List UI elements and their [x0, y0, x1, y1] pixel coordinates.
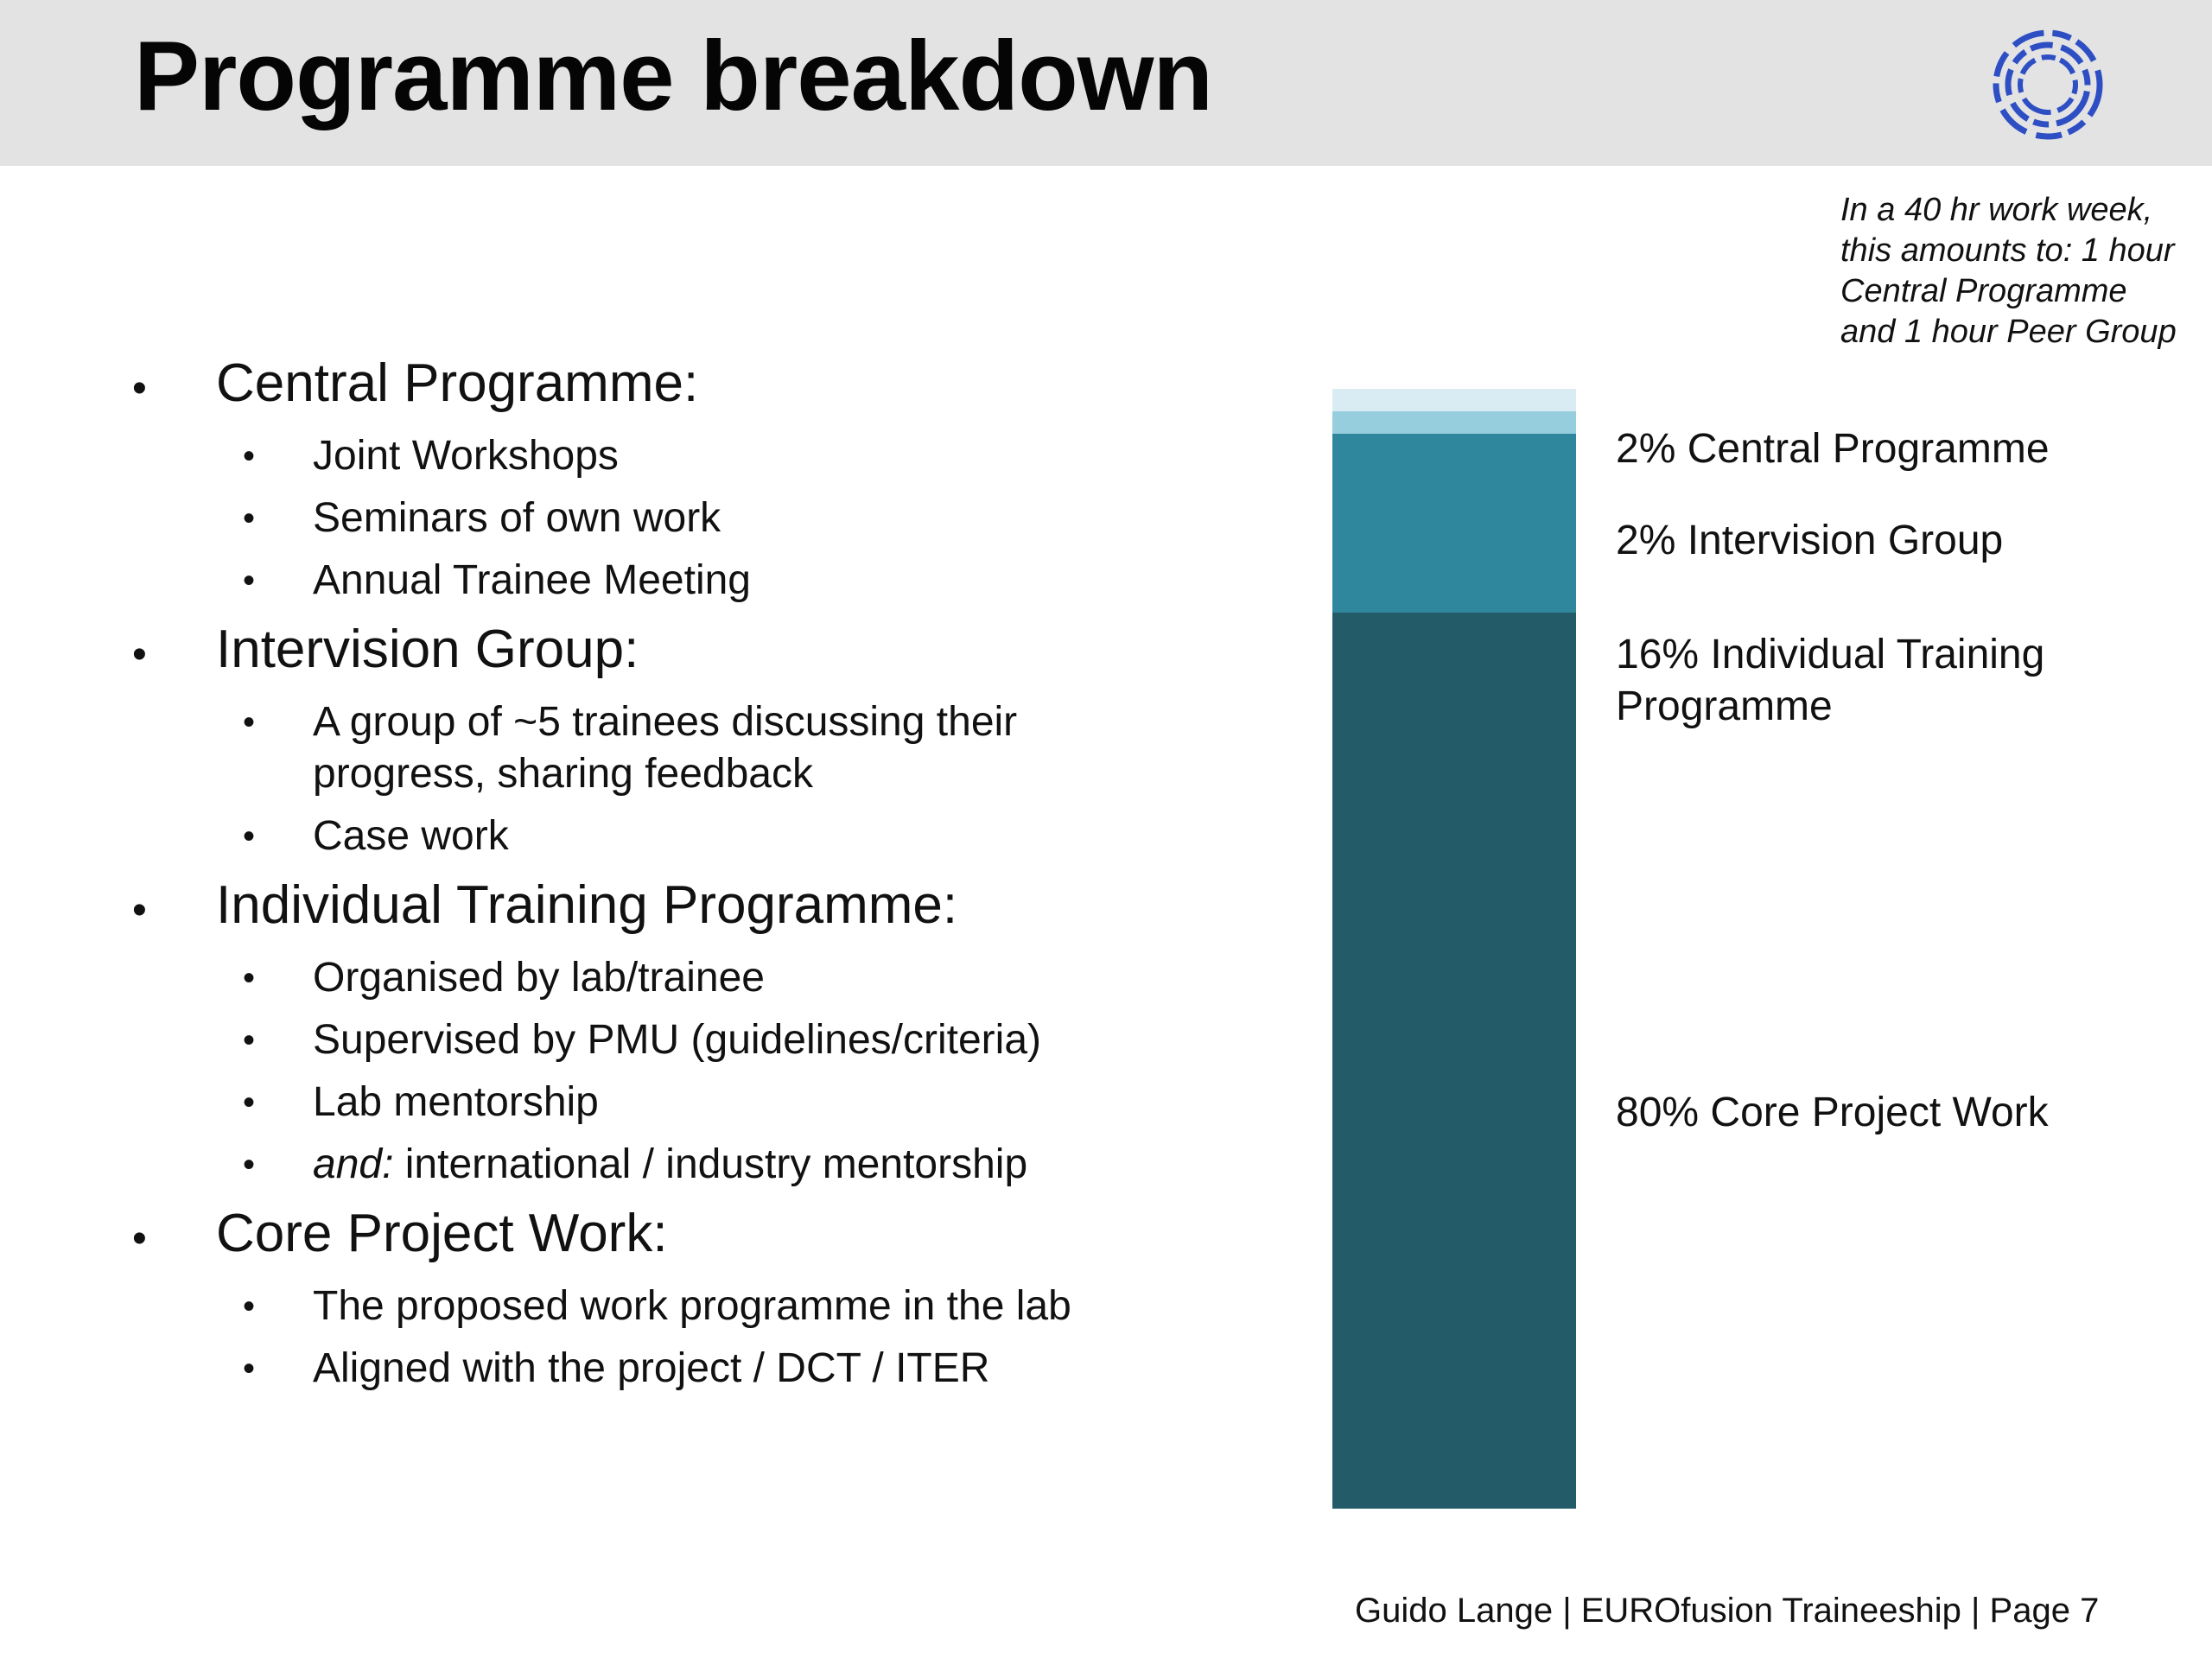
bar-segment-label-line: 2% Central Programme — [1616, 426, 2050, 472]
note-line: Central Programme — [1840, 273, 2127, 309]
note-line: In a 40 hr work week, — [1840, 192, 2153, 228]
bar-segment-label: 16% Individual Training Programme — [1616, 629, 2044, 733]
bar-segment — [1332, 613, 1576, 1509]
bar-segment-label-line: 80% Core Project Work — [1616, 1090, 2049, 1135]
sub-bullet-text: international / industry mentorship — [404, 1141, 1028, 1187]
bar-segment — [1332, 389, 1576, 411]
slide-footer: Guido Lange | EUROfusion Traineeship | P… — [1355, 1592, 2100, 1630]
bar-segment-label: 80% Core Project Work — [1616, 1087, 2049, 1139]
header-band — [0, 0, 2212, 166]
bar-segment-label-line: 2% Intervision Group — [1616, 518, 2004, 563]
bar-segment-label-line: 16% Individual Training — [1616, 632, 2045, 677]
bar-segment-label: 2% Intervision Group — [1616, 515, 2003, 567]
note-line: this amounts to: 1 hour — [1840, 232, 2175, 269]
eurofusion-logo-icon — [1993, 29, 2103, 140]
note-line: and 1 hour Peer Group — [1840, 314, 2177, 350]
bar-segment — [1332, 411, 1576, 434]
bar-segment-label: 2% Central Programme — [1616, 423, 2050, 475]
italic-prefix: and: — [313, 1141, 394, 1187]
bar-segment-label-line: Programme — [1616, 683, 1833, 729]
page-title: Programme breakdown — [134, 22, 1213, 131]
work-week-note: In a 40 hr work week, this amounts to: 1… — [1840, 190, 2203, 353]
bar-segment — [1332, 434, 1576, 613]
